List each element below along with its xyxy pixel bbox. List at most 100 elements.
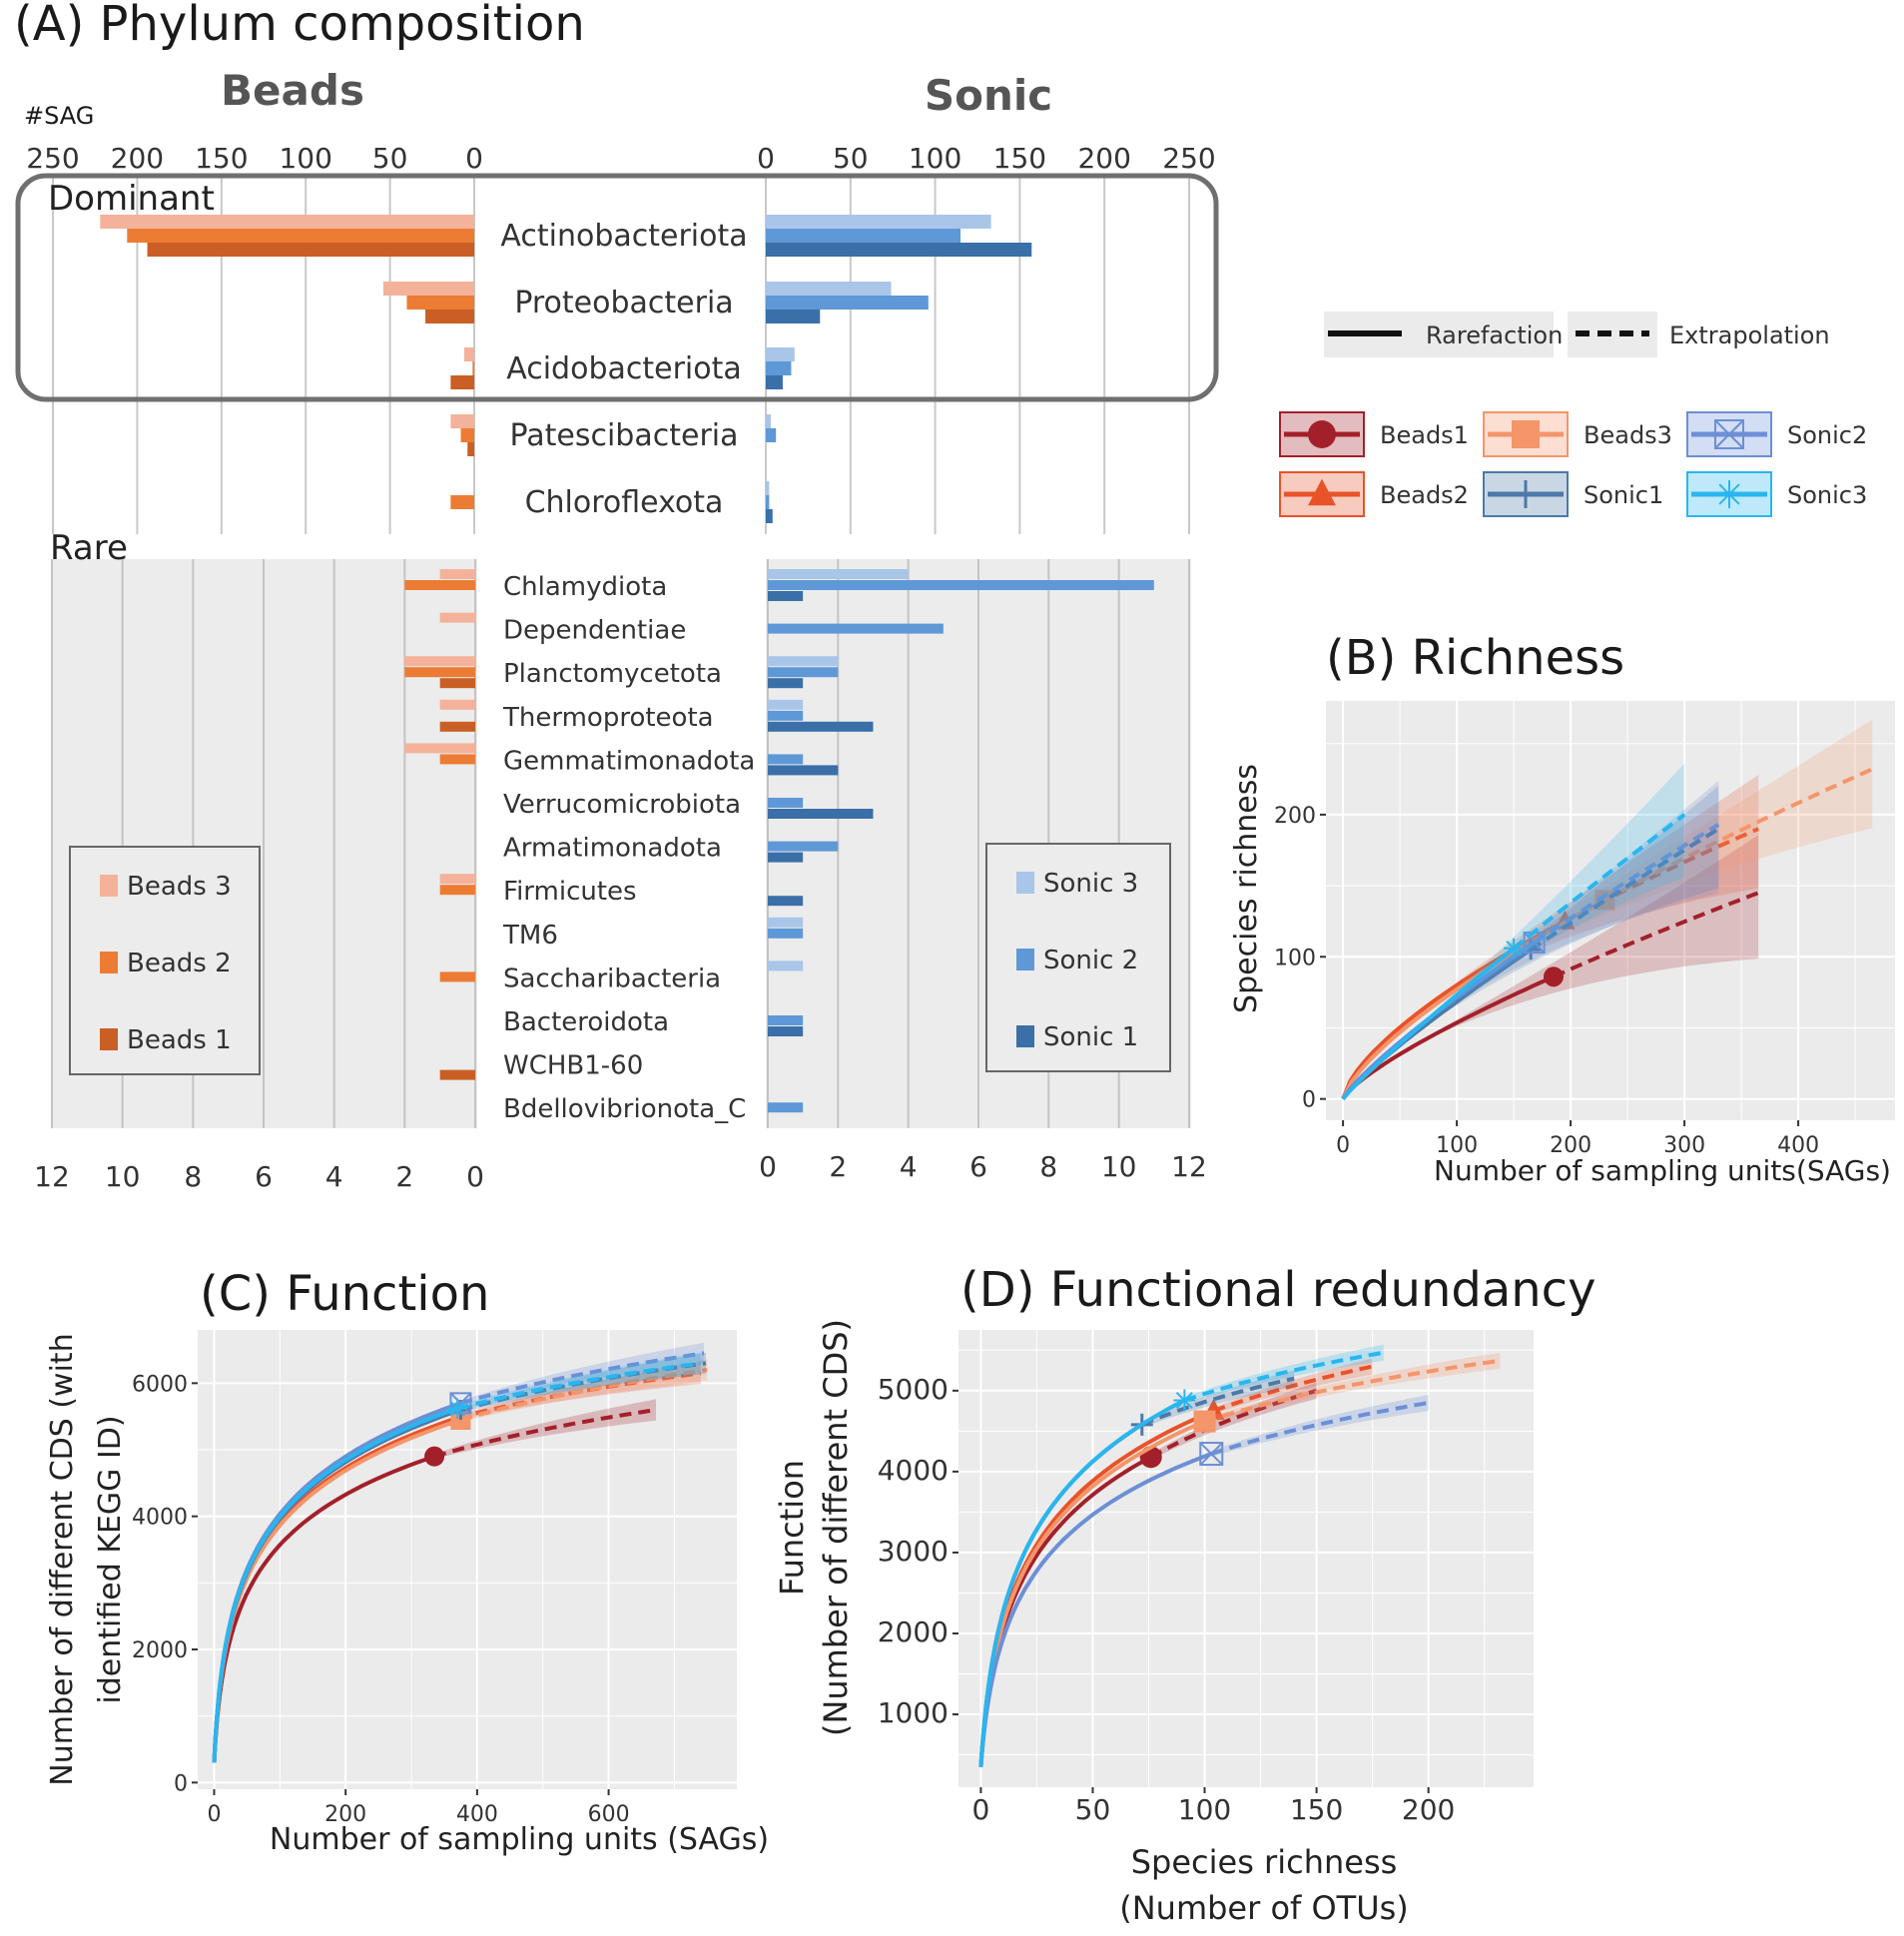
extrapolation-line-beads3 bbox=[1603, 767, 1874, 903]
extrapolation-line-sonic2 bbox=[459, 1351, 705, 1406]
marker-star-ray bbox=[1175, 1392, 1193, 1410]
bar-beads-3-planctomycetota bbox=[404, 656, 475, 667]
marker-star-ray bbox=[1506, 940, 1522, 957]
panel-b-plot: 0 100 200 300 400 0 100 200 bbox=[1274, 701, 1895, 1158]
panel-b-title: (B) Richness bbox=[1326, 630, 1624, 686]
legend-key-marker-beads1 bbox=[1308, 420, 1336, 448]
bar-sonic-1-planctomycetota bbox=[768, 678, 804, 689]
bar-beads-1-actinobacteriota bbox=[147, 243, 474, 257]
x-tick-label: 300 bbox=[1663, 1133, 1705, 1158]
ci-band-beads1 bbox=[1343, 835, 1759, 1099]
category-label-chloroflexota: Chloroflexota bbox=[525, 485, 724, 520]
bar-sonic-2-verrucomicrobiota bbox=[768, 798, 804, 808]
plot-background bbox=[958, 1330, 1534, 1787]
extrapolation-line-beads1 bbox=[433, 1408, 657, 1459]
dominant-beads-tick-label: 150 bbox=[195, 142, 248, 175]
category-label-firmicutes: Firmicutes bbox=[503, 877, 637, 907]
bar-beads-3-thermoproteota bbox=[439, 699, 475, 710]
marker-box bbox=[1714, 419, 1744, 449]
category-label-chlamydiota: Chlamydiota bbox=[503, 572, 667, 602]
category-label-thermoproteota: Thermoproteota bbox=[502, 703, 714, 733]
sonic-legend: Sonic 3 Sonic 2 Sonic 1 bbox=[985, 843, 1171, 1072]
panel-c-ylabel-1: Number of different CDS (with bbox=[45, 1333, 80, 1785]
bar-beads-1-proteobacteria bbox=[425, 310, 474, 323]
legend-swatch-beads-1 bbox=[100, 1028, 118, 1050]
marker-box-diag bbox=[1523, 932, 1546, 954]
dominant-sonic-tick-label: 200 bbox=[1077, 142, 1130, 175]
legend-label-beads1: Beads1 bbox=[1380, 421, 1469, 449]
x-tick-label: 50 bbox=[1075, 1793, 1111, 1826]
bar-sonic-1-firmicutes bbox=[768, 896, 804, 907]
rare-sonic-tick-label: 0 bbox=[759, 1150, 777, 1183]
x-tick-label: 100 bbox=[1178, 1793, 1231, 1826]
bar-sonic-2-chloroflexota bbox=[766, 495, 770, 509]
dominant-beads-tick-label: 100 bbox=[279, 142, 331, 175]
dominant-sonic-tick-label: 250 bbox=[1162, 142, 1215, 175]
category-label-planctomycetota: Planctomycetota bbox=[503, 659, 722, 689]
bar-sonic-1-proteobacteria bbox=[766, 310, 821, 323]
extrapolation-line-beads3 bbox=[459, 1368, 708, 1422]
dominant-beads-tick-label: 50 bbox=[372, 142, 408, 175]
x-tick-label: 200 bbox=[1550, 1133, 1591, 1158]
extrapolation-line-beads3 bbox=[1203, 1358, 1501, 1424]
category-label-gemmatimonadota: Gemmatimonadota bbox=[503, 746, 755, 776]
panel-d: (D) Functional redundancy 0 50 100 150 200 10… bbox=[773, 1262, 1595, 1927]
bar-beads-2-proteobacteria bbox=[406, 296, 474, 310]
extrapolation-line-sonic3 bbox=[1183, 1350, 1385, 1403]
category-label-actinobacteriota: Actinobacteriota bbox=[500, 219, 747, 254]
ci-band-beads3 bbox=[1204, 1352, 1501, 1425]
panel-a-bars bbox=[100, 215, 1154, 1113]
y-tick-label: 2000 bbox=[878, 1615, 949, 1648]
legend-swatch-sonic-1 bbox=[1016, 1025, 1034, 1047]
category-label-wchb1-60: WCHB1-60 bbox=[503, 1051, 643, 1081]
category-label-bacteroidota: Bacteroidota bbox=[503, 1007, 669, 1037]
rare-beads-tick-label: 12 bbox=[34, 1160, 70, 1193]
legend-swatch-beads-3 bbox=[100, 875, 118, 897]
rare-sonic-tick-label: 6 bbox=[969, 1150, 987, 1183]
panel-d-title: (D) Functional redundancy bbox=[960, 1262, 1595, 1318]
bar-sonic-2-bdellovibrionota-c bbox=[768, 1102, 804, 1113]
bar-beads-1-patescibacteria bbox=[467, 442, 474, 456]
observed-point-sonic2 bbox=[1199, 1442, 1224, 1467]
legend-key-marker-sonic2 bbox=[1714, 419, 1744, 449]
bar-sonic-1-actinobacteriota bbox=[766, 243, 1032, 257]
dominant-sonic-tick-label: 150 bbox=[993, 142, 1046, 175]
x-tick-label: 150 bbox=[1290, 1793, 1343, 1826]
rare-sonic-tick-label: 8 bbox=[1039, 1150, 1057, 1183]
category-label-armatimonadota: Armatimonadota bbox=[503, 834, 722, 864]
legend-key-marker-sonic3 bbox=[1715, 480, 1743, 508]
panel-d-xlabel-2: (Number of OTUs) bbox=[1119, 1889, 1409, 1927]
ci-band-sonic2 bbox=[1211, 1394, 1429, 1458]
bar-beads-2-actinobacteriota bbox=[127, 229, 474, 243]
legend-label-sonic-2: Sonic 2 bbox=[1043, 946, 1138, 975]
bar-sonic-2-thermoproteota bbox=[768, 710, 804, 721]
bar-beads-1-planctomycetota bbox=[439, 678, 475, 689]
y-tick-label: 1000 bbox=[878, 1696, 949, 1729]
marker-square bbox=[1512, 420, 1540, 448]
extrapolation-line-beads2 bbox=[1564, 827, 1759, 924]
legend-label-sonic3: Sonic3 bbox=[1787, 481, 1867, 509]
x-tick-label: 600 bbox=[588, 1802, 630, 1827]
y-tick-label: 5000 bbox=[878, 1373, 949, 1406]
y-tick-label: 2000 bbox=[132, 1638, 188, 1663]
bar-beads-3-dependentiae bbox=[439, 612, 475, 623]
rarefaction-line-sonic3 bbox=[1341, 947, 1516, 1100]
bar-sonic-3-saccharibacteria bbox=[768, 961, 804, 971]
bar-sonic-2-proteobacteria bbox=[766, 296, 929, 310]
panel-b: (B) Richness 0 100 200 300 400 0 100 200 Number… bbox=[1229, 630, 1895, 1187]
bar-sonic-2-bacteroidota bbox=[768, 1015, 804, 1025]
extrapolation-line-sonic3 bbox=[456, 1361, 702, 1411]
bar-beads-2-firmicutes bbox=[439, 885, 475, 896]
bar-sonic-1-verrucomicrobiota bbox=[768, 809, 874, 819]
unit-label: #SAG bbox=[24, 102, 94, 130]
x-tick-label: 0 bbox=[1336, 1133, 1350, 1158]
y-tick-label: 3000 bbox=[878, 1535, 949, 1568]
legend-label-beads-3: Beads 3 bbox=[127, 872, 232, 902]
y-tick-label: 4000 bbox=[132, 1506, 188, 1531]
rare-beads-tick-label: 6 bbox=[255, 1160, 273, 1193]
panel-a-title: (A) Phylum composition bbox=[14, 0, 585, 52]
legend-label-beads2: Beads2 bbox=[1380, 481, 1469, 509]
panel-a: (A) Phylum composition Beads Sonic #SAG … bbox=[14, 0, 1219, 1193]
bar-beads-2-gemmatimonadota bbox=[439, 754, 475, 765]
